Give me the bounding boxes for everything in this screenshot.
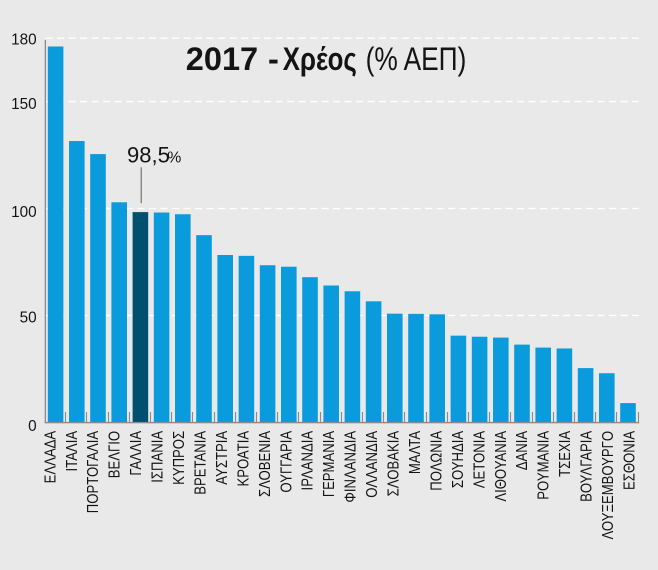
svg-text:ΣΛΟΒΕΝΙΑ: ΣΛΟΒΕΝΙΑ: [257, 431, 274, 497]
svg-text:ΒΡΕΤΑΝΙΑ: ΒΡΕΤΑΝΙΑ: [192, 431, 209, 495]
svg-text:ΕΛΛΑΔΑ: ΕΛΛΑΔΑ: [42, 431, 59, 484]
svg-text:ΙΡΛΑΝΔΙΑ: ΙΡΛΑΝΔΙΑ: [300, 431, 317, 491]
svg-text:ΤΣΕΧΙΑ: ΤΣΕΧΙΑ: [557, 431, 574, 477]
svg-text:ΚΡΟΑΤΙΑ: ΚΡΟΑΤΙΑ: [235, 431, 252, 487]
svg-text:%: %: [167, 150, 181, 167]
svg-text:ΠΟΛΩΝΙΑ: ΠΟΛΩΝΙΑ: [428, 431, 445, 491]
svg-text:(% ΑΕΠ): (% ΑΕΠ): [366, 41, 467, 77]
svg-text:ΣΟΥΗΔΙΑ: ΣΟΥΗΔΙΑ: [450, 431, 467, 488]
svg-text:ΣΛΟΒΑΚΙΑ: ΣΛΟΒΑΚΙΑ: [385, 431, 402, 497]
svg-text:180: 180: [11, 32, 37, 49]
svg-text:100: 100: [11, 204, 37, 221]
svg-text:ΛΙΘΟΥΑΝΙΑ: ΛΙΘΟΥΑΝΙΑ: [493, 431, 510, 502]
svg-text:ΡΟΥΜΑΝΙΑ: ΡΟΥΜΑΝΙΑ: [536, 431, 553, 500]
svg-text:-: -: [268, 41, 279, 77]
svg-text:ΟΛΛΑΝΔΙΑ: ΟΛΛΑΝΔΙΑ: [364, 431, 381, 498]
svg-text:ΒΕΛΓΙΟ: ΒΕΛΓΙΟ: [107, 431, 124, 478]
svg-text:ΓΕΡΜΑΝΙΑ: ΓΕΡΜΑΝΙΑ: [321, 431, 338, 497]
svg-text:ΕΣΘΟΝΙΑ: ΕΣΘΟΝΙΑ: [621, 431, 638, 490]
svg-text:ΜΑΛΤΑ: ΜΑΛΤΑ: [407, 431, 424, 474]
svg-text:0: 0: [28, 418, 37, 435]
svg-text:ΓΑΛΛΙΑ: ΓΑΛΛΙΑ: [128, 431, 145, 476]
svg-text:50: 50: [20, 310, 37, 327]
svg-text:ΚΥΠΡΟΣ: ΚΥΠΡΟΣ: [171, 431, 188, 485]
svg-text:ΟΥΓΓΑΡΙΑ: ΟΥΓΓΑΡΙΑ: [278, 431, 295, 493]
svg-text:150: 150: [11, 96, 37, 113]
svg-text:ΠΟΡΤΟΓΑΛΙΑ: ΠΟΡΤΟΓΑΛΙΑ: [85, 431, 102, 514]
svg-text:ΦΙΝΛΑΝΔΙΑ: ΦΙΝΛΑΝΔΙΑ: [342, 431, 359, 503]
svg-text:ΛΟΥΞΕΜΒΟΥΡΓΟ: ΛΟΥΞΕΜΒΟΥΡΓΟ: [600, 431, 617, 540]
svg-text:ΙΤΑΛΙΑ: ΙΤΑΛΙΑ: [64, 431, 81, 472]
svg-text:Χρέος: Χρέος: [283, 41, 357, 77]
svg-text:ΒΟΥΛΓΑΡΙΑ: ΒΟΥΛΓΑΡΙΑ: [578, 431, 595, 502]
svg-text:2017: 2017: [186, 41, 258, 77]
svg-text:ΑΥΣΤΡΙΑ: ΑΥΣΤΡΙΑ: [214, 431, 231, 485]
svg-text:ΙΣΠΑΝΙΑ: ΙΣΠΑΝΙΑ: [149, 431, 166, 483]
svg-text:ΔΑΝΙΑ: ΔΑΝΙΑ: [514, 431, 531, 471]
svg-text:98,5: 98,5: [127, 143, 170, 168]
svg-text:ΛΕΤΟΝΙΑ: ΛΕΤΟΝΙΑ: [471, 431, 488, 489]
